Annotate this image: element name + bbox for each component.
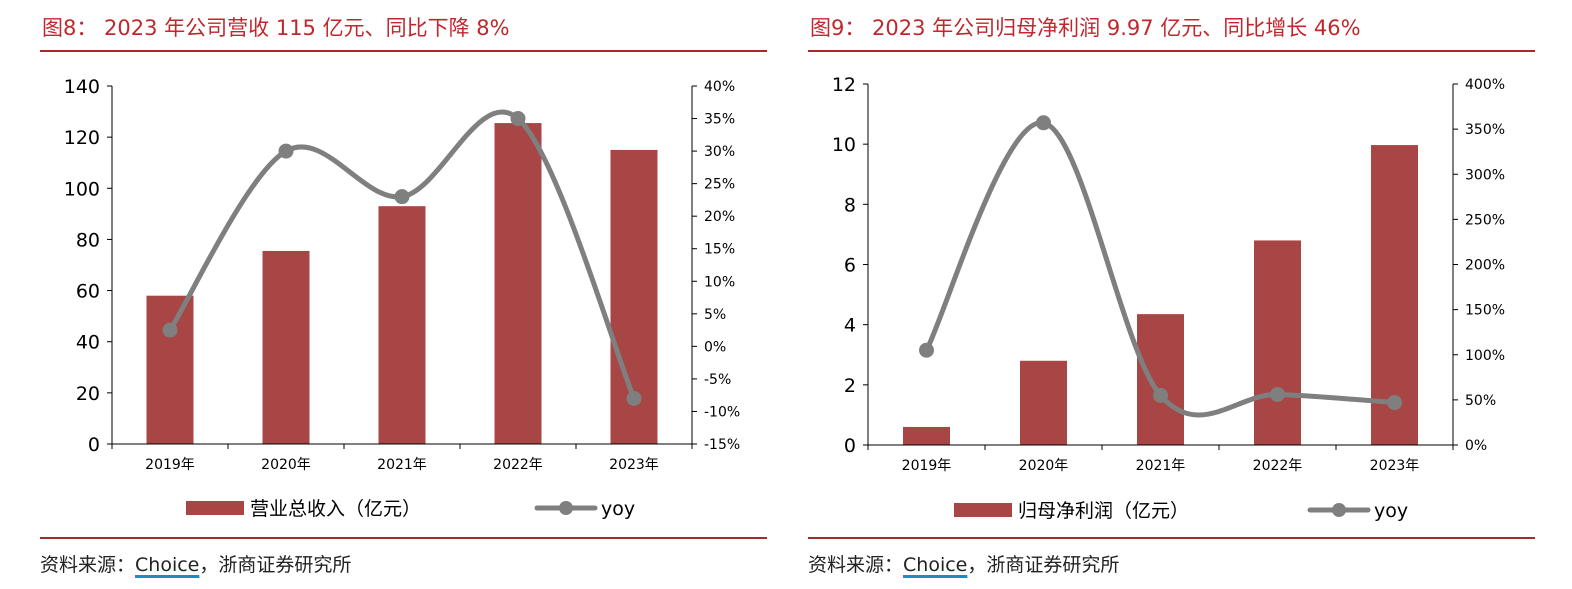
legend-line-label: yoy <box>1374 500 1408 522</box>
y-left-tick-label: 120 <box>64 127 100 149</box>
y-right-tick-label: 150% <box>1465 303 1505 319</box>
y-left-tick-label: 8 <box>844 194 856 216</box>
source-note: 资料来源：Choice，浙商证券研究所 <box>808 550 1119 577</box>
y-right-tick-label: 400% <box>1465 77 1505 93</box>
y-right-tick-label: 200% <box>1465 258 1505 274</box>
x-tick-label: 2021年 <box>1136 458 1186 474</box>
y-right-tick-label: 50% <box>1465 393 1496 409</box>
y-left-tick-label: 10 <box>832 134 856 156</box>
y-right-tick-label: -15% <box>704 437 740 453</box>
y-right-tick-label: -5% <box>704 372 731 388</box>
source-prefix: 资料来源： <box>808 554 904 576</box>
legend-bar-swatch <box>954 503 1012 517</box>
bar-2020年 <box>1020 360 1067 445</box>
bar-2021年 <box>1137 314 1184 445</box>
y-left-tick-label: 140 <box>64 76 100 98</box>
y-left-tick-label: 4 <box>844 315 856 337</box>
chart-panel-revenue: 图8： 2023 年公司营收 115 亿元、同比下降 8% 0 20 40 60 80 1… <box>40 0 770 589</box>
bar-2022年 <box>1254 240 1301 445</box>
source-suffix: ，浙商证券研究所 <box>967 554 1120 576</box>
y-right-tick-label: 40% <box>704 79 735 95</box>
y-right-tick-label: 250% <box>1465 212 1505 228</box>
source-choice-link[interactable]: Choice <box>903 554 968 576</box>
yoy-point-2021年 <box>394 189 410 205</box>
x-tick-label: 2020年 <box>1019 458 1069 474</box>
source-suffix: ，浙商证券研究所 <box>199 554 352 576</box>
bar-2022年 <box>494 123 542 444</box>
yoy-point-2023年 <box>1387 395 1402 411</box>
source-prefix: 资料来源： <box>40 554 136 576</box>
yoy-point-2022年 <box>510 111 526 127</box>
yoy-point-2019年 <box>162 322 178 338</box>
x-tick-label: 2020年 <box>261 457 311 473</box>
source-choice-link[interactable]: Choice <box>135 554 200 576</box>
source-rule <box>40 537 767 539</box>
y-right-tick-label: 100% <box>1465 348 1505 364</box>
x-tick-label: 2022年 <box>493 457 543 473</box>
yoy-point-2020年 <box>278 143 294 159</box>
x-tick-label: 2019年 <box>145 457 195 473</box>
title-rule <box>808 50 1535 52</box>
y-left-tick-label: 60 <box>76 281 100 303</box>
chart-panel-profit: 图9： 2023 年公司归母净利润 9.97 亿元、同比增长 46% 0 2 4 6 8… <box>808 0 1538 589</box>
y-left-tick-label: 0 <box>88 434 100 456</box>
legend-line-label: yoy <box>601 498 635 520</box>
y-left-tick-label: 12 <box>832 74 856 96</box>
chart-title: 图8： 2023 年公司营收 115 亿元、同比下降 8% <box>42 16 510 40</box>
y-left-tick-label: 6 <box>844 255 856 277</box>
profit-chart: 0 2 4 6 8 10 12 0% 50% 100% 150% 200% 250% 300% 350% 40… <box>832 74 1505 522</box>
legend-bar-label: 归母净利润（亿元） <box>1018 500 1189 522</box>
yoy-line <box>167 109 637 401</box>
yoy-point-2023年 <box>626 390 642 406</box>
y-left-tick-label: 0 <box>844 435 856 457</box>
bar-2019年 <box>903 426 950 445</box>
y-right-tick-label: 0% <box>704 339 726 355</box>
y-right-tick-label: 350% <box>1465 122 1505 138</box>
title-rule <box>40 50 767 52</box>
chart-title: 图9： 2023 年公司归母净利润 9.97 亿元、同比增长 46% <box>810 16 1361 40</box>
yoy-point-2020年 <box>1036 115 1051 131</box>
y-right-tick-label: 15% <box>704 242 735 258</box>
x-tick-label: 2022年 <box>1253 458 1303 474</box>
source-note: 资料来源：Choice，浙商证券研究所 <box>40 550 351 577</box>
bar-2021年 <box>378 206 426 444</box>
revenue-chart: 0 20 40 60 80 100 120 140 -15% -10% -5% 0% 5% 10% 15% 2… <box>64 76 740 520</box>
y-right-tick-label: 300% <box>1465 167 1505 183</box>
yoy-point-2021年 <box>1153 387 1168 403</box>
y-left-tick-label: 2 <box>844 375 856 397</box>
x-tick-label: 2021年 <box>377 457 427 473</box>
x-tick-label: 2023年 <box>1370 458 1420 474</box>
y-right-tick-label: 10% <box>704 274 735 290</box>
legend-line-marker <box>1332 503 1346 517</box>
bar-2019年 <box>146 295 194 444</box>
y-left-tick-label: 80 <box>76 229 100 251</box>
y-left-tick-label: 20 <box>76 383 100 405</box>
y-right-tick-label: 0% <box>1465 438 1487 454</box>
yoy-point-2019年 <box>919 342 934 358</box>
legend-bar-swatch <box>186 501 244 515</box>
y-right-tick-label: 20% <box>704 209 735 225</box>
yoy-point-2022年 <box>1270 386 1285 402</box>
x-tick-label: 2023年 <box>609 457 659 473</box>
y-right-tick-label: 35% <box>704 112 735 128</box>
yoy-line <box>924 120 1397 418</box>
y-left-tick-label: 40 <box>76 332 100 354</box>
legend-bar-label: 营业总收入（亿元） <box>250 498 421 520</box>
legend-line-marker <box>559 501 573 515</box>
bar-2020年 <box>262 250 310 444</box>
bar-2023年 <box>1371 145 1418 446</box>
y-right-tick-label: 5% <box>704 307 726 323</box>
y-right-tick-label: 30% <box>704 144 735 160</box>
x-tick-label: 2019年 <box>902 458 952 474</box>
y-right-tick-label: 25% <box>704 177 735 193</box>
y-right-tick-label: -10% <box>704 404 740 420</box>
y-left-tick-label: 100 <box>64 178 100 200</box>
source-rule <box>808 537 1535 539</box>
